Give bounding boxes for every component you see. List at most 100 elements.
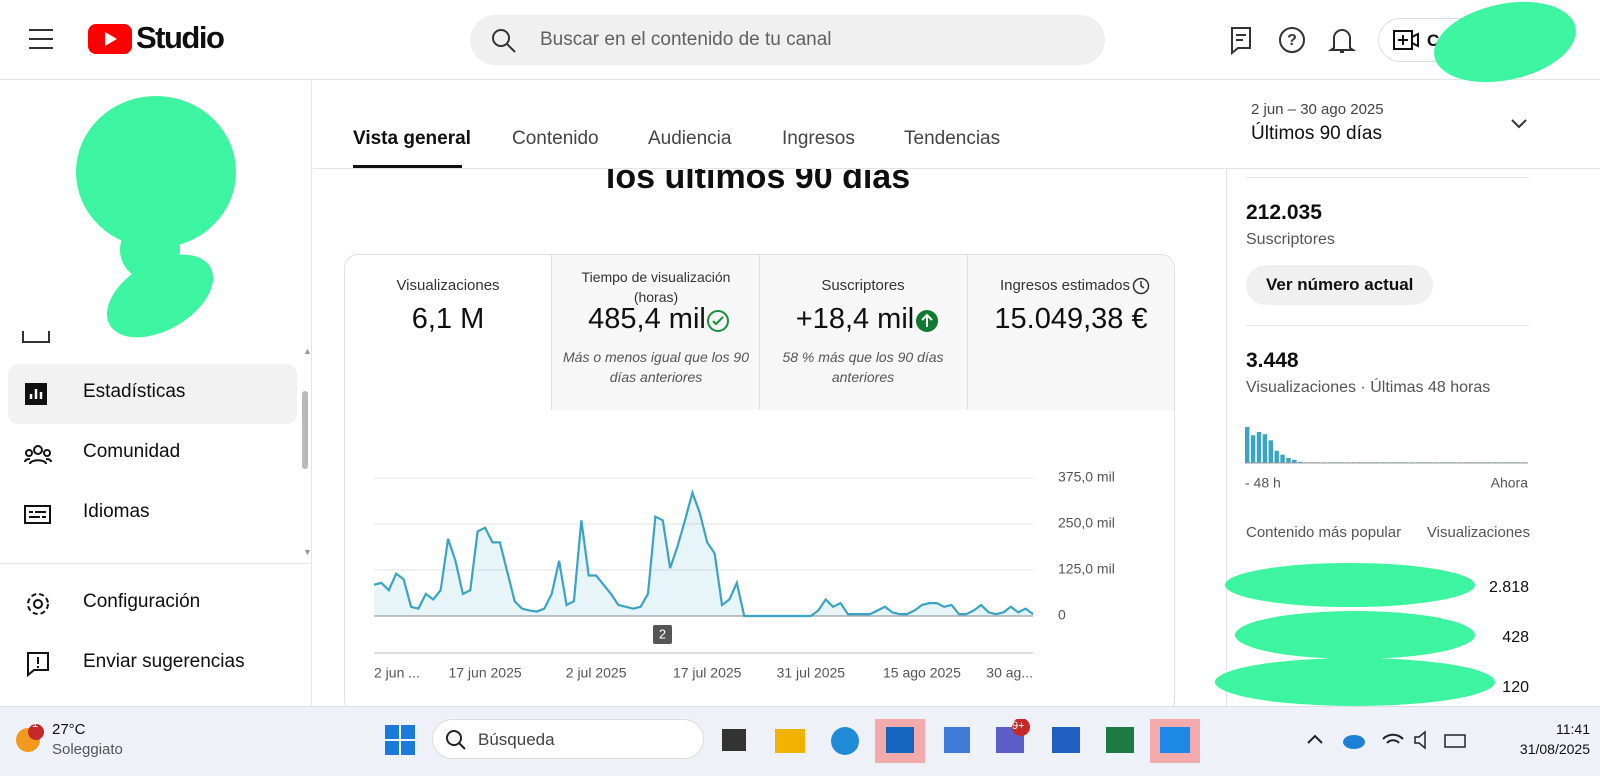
- sidebar-item[interactable]: Comunidad: [83, 441, 181, 462]
- tab[interactable]: Vista general: [353, 128, 471, 149]
- sidebar-item[interactable]: Enviar sugerencias: [83, 651, 245, 672]
- area: [374, 492, 1033, 616]
- top-value: 2.818: [1488, 579, 1529, 596]
- active-item-bg[interactable]: [8, 364, 297, 424]
- taskbar: 1 27°C Soleggiato Búsqueda 9+ 11:41 31/0…: [0, 706, 1600, 776]
- bar: [1292, 459, 1297, 463]
- x-tick-label: 31 jul 2025: [777, 665, 846, 681]
- create-icon: [1393, 30, 1419, 50]
- tab[interactable]: Contenido: [512, 128, 599, 149]
- bar: [1286, 457, 1291, 463]
- bar: [1256, 432, 1262, 463]
- x-tick-label: Ahora: [1491, 475, 1529, 491]
- tab-underline: [353, 165, 462, 168]
- metric-value: 485,4 mil: [588, 303, 706, 335]
- x-tick-label: 15 ago 2025: [883, 665, 961, 681]
- top-content: Contenido más popular: [1246, 524, 1402, 541]
- right-panel: 212.035 Suscriptores Ver número actual 3…: [1226, 169, 1600, 706]
- scrollbar[interactable]: [302, 391, 308, 469]
- tab[interactable]: Audiencia: [648, 128, 732, 149]
- logo-icon: [88, 24, 132, 54]
- x-tick-label: 17 jun 2025: [448, 665, 521, 681]
- sidebar-item[interactable]: Configuración: [83, 591, 201, 612]
- sidebar-item[interactable]: Estadísticas: [83, 381, 186, 402]
- bar: [1280, 454, 1285, 463]
- logo-text: Studio: [136, 20, 225, 55]
- menu-icon[interactable]: [28, 28, 54, 50]
- metric-label: Suscriptores: [821, 277, 905, 294]
- metric-label: Tiempo de visualización (horas): [581, 269, 731, 305]
- views-label: Visualizaciones · Últimas 48 horas: [1246, 379, 1491, 396]
- weather-badge: 1: [32, 718, 39, 730]
- search-icon: [446, 730, 466, 750]
- check-icon: [707, 310, 729, 332]
- top-value: 120: [1502, 679, 1529, 696]
- chevron: [1511, 119, 1527, 129]
- metric-note: Más o menos igual que los 90 días anteri…: [563, 349, 749, 385]
- start-icon[interactable]: [385, 725, 415, 755]
- bar: [1268, 440, 1273, 463]
- annotation-box: [653, 625, 672, 644]
- cards-bg: [552, 255, 1174, 410]
- divider: [551, 255, 552, 410]
- line: [373, 489, 1034, 618]
- clock-date: 31/08/2025: [1519, 741, 1590, 757]
- date-range: 2 jun – 30 ago 2025: [1251, 101, 1384, 118]
- y-tick-label: 250,0 mil: [1058, 515, 1115, 531]
- bar: [1298, 461, 1303, 463]
- header: Studio Buscar en el contenido de tu cana…: [0, 0, 1600, 80]
- button[interactable]: Ver número actual: [1246, 265, 1434, 305]
- annotation: 2: [659, 626, 666, 641]
- date-selector[interactable]: 2 jun – 30 ago 2025 Últimos 90 días: [1226, 81, 1600, 169]
- clock-icon: [1132, 277, 1150, 295]
- tab[interactable]: Tendencias: [904, 128, 1001, 149]
- metrics-panel: Visualizaciones 6,1 M Tiempo de visualiz…: [344, 254, 1175, 714]
- teams-badge: 9+: [1012, 720, 1025, 732]
- search-box[interactable]: Buscar en el contenido de tu canal: [470, 15, 1105, 65]
- bar: [1250, 435, 1256, 463]
- clock-time: 11:41: [1556, 721, 1590, 737]
- taskbar-search-text: Búsqueda: [478, 730, 555, 749]
- sidebar: ▲ ▼: [0, 81, 312, 706]
- divider: [1246, 325, 1529, 326]
- bar: [1262, 434, 1268, 463]
- divider: [1246, 177, 1529, 178]
- tray-icons[interactable]: [1305, 727, 1475, 753]
- metric-value: 15.049,38 €: [994, 303, 1148, 335]
- scroll-down[interactable]: ▼: [303, 547, 312, 557]
- top-views: Visualizaciones: [1426, 524, 1530, 541]
- temperature: 27°C: [52, 721, 86, 738]
- partial-icon: [22, 331, 50, 343]
- header-icons[interactable]: ?: [1228, 26, 1368, 56]
- metric-value: +18,4 mil: [795, 303, 915, 335]
- x-tick-label: 2 jul 2025: [566, 665, 627, 681]
- date-label: Últimos 90 días: [1251, 123, 1382, 144]
- taskbar-search[interactable]: Búsqueda: [432, 719, 704, 759]
- subscribers-label: Suscriptores: [1246, 231, 1335, 248]
- search-placeholder: Buscar en el contenido de tu canal: [540, 29, 832, 50]
- scroll-up[interactable]: ▲: [303, 346, 312, 356]
- languages-icon: [24, 505, 51, 524]
- sidebar-item[interactable]: Idiomas: [83, 501, 150, 522]
- top-value: 428: [1502, 629, 1529, 646]
- bar: [1245, 427, 1250, 463]
- search-icon: [492, 29, 516, 53]
- x-tick-label: 30 ag...: [986, 665, 1033, 681]
- weather-icon[interactable]: [14, 723, 44, 753]
- divider: [759, 255, 760, 410]
- divider: [967, 255, 968, 410]
- stats-icon: [25, 383, 47, 405]
- feedback-icon[interactable]: [26, 651, 50, 677]
- taskbar-apps[interactable]: [718, 719, 1218, 763]
- y-tick-label: 0: [1058, 607, 1066, 623]
- metric-label: Visualizaciones: [396, 277, 500, 294]
- metric-note: 58 % más que los 90 días anteriores: [782, 349, 944, 385]
- settings-icon[interactable]: [25, 591, 51, 617]
- views: 3.448: [1246, 349, 1299, 372]
- x-tick-label: 2 jun ...: [374, 665, 420, 681]
- subscribers: 212.035: [1246, 201, 1322, 224]
- tab[interactable]: Ingresos: [782, 128, 855, 149]
- community-icon: [24, 445, 52, 465]
